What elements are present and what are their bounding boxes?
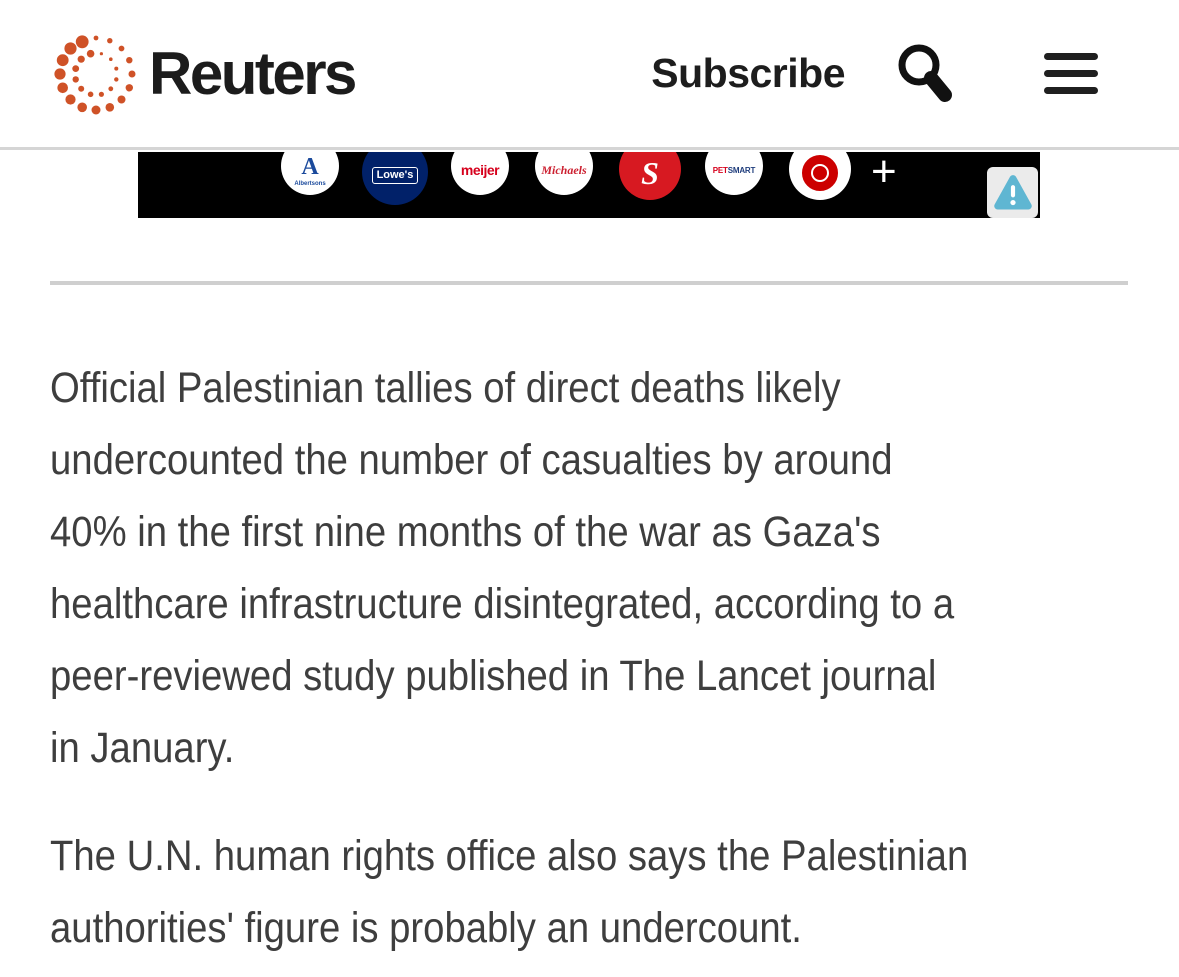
ad-logo-michaels: Michaels: [535, 152, 593, 195]
ad-info-button[interactable]: [987, 167, 1038, 218]
ad-logo-petsmart: PETSMART: [705, 152, 763, 195]
ad-logo-meijer: meijer: [451, 152, 509, 195]
subscribe-link[interactable]: Subscribe: [651, 50, 845, 96]
albertsons-label: Albertsons: [294, 181, 326, 187]
reuters-logo[interactable]: Reuters: [50, 28, 357, 120]
plus-icon: +: [871, 152, 897, 196]
safeway-s-icon: S: [641, 155, 659, 191]
site-header: Reuters Subscribe: [0, 0, 1179, 150]
meijer-label: meijer: [460, 162, 500, 178]
ad-logo-lowes: Lowe's: [362, 152, 428, 205]
michaels-label: Michaels: [541, 163, 587, 177]
article-paragraph: The U.N. human rights office also says t…: [50, 832, 969, 952]
ad-logo-target: [789, 152, 851, 200]
article-divider: [50, 281, 1128, 285]
alert-triangle-icon: [993, 174, 1032, 210]
ad-banner[interactable]: A Albertsons Lowe's meijer Michaels S PE…: [138, 152, 1040, 218]
albertsons-a-icon: A: [301, 154, 319, 180]
petsmart-label-smart: SMART: [727, 166, 756, 175]
reuters-logo-mark-icon: [54, 34, 136, 114]
article-body: Official Palestinian tallies of direct d…: [50, 352, 1128, 977]
petsmart-label: PETSMART: [712, 166, 756, 175]
menu-button[interactable]: [1043, 52, 1099, 96]
lowes-label: Lowe's: [371, 166, 419, 184]
ad-logo-safeway: S: [619, 152, 681, 200]
search-icon: [898, 44, 952, 102]
article-paragraph: Official Palestinian tallies of direct d…: [50, 364, 955, 772]
ad-logo-albertsons: A Albertsons: [281, 152, 339, 195]
search-button[interactable]: [891, 39, 961, 109]
hamburger-menu-icon: [1044, 53, 1098, 94]
target-bullseye-icon: [802, 155, 838, 191]
petsmart-label-pet: PET: [712, 166, 728, 175]
reuters-wordmark: Reuters: [149, 39, 357, 107]
